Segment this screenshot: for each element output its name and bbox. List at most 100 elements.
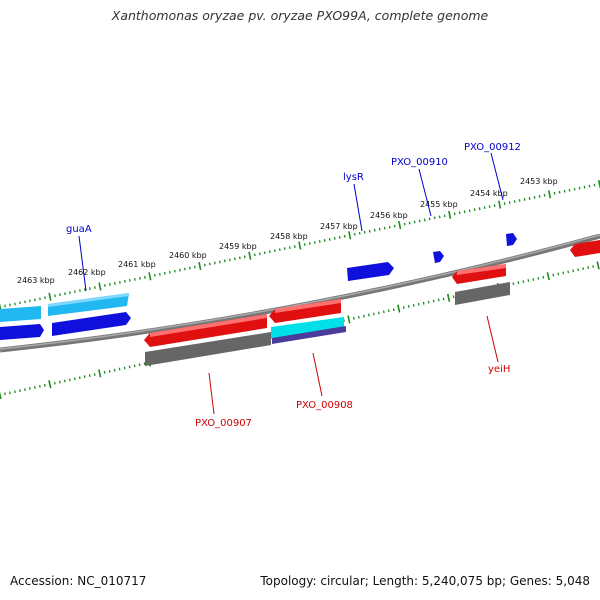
gene-arrow-cyan[interactable]	[271, 317, 344, 339]
minor-tick	[443, 214, 446, 218]
minor-tick	[223, 259, 226, 263]
gene-arrow-grey-under-PXO_00907	[145, 332, 271, 366]
scale-label: 2455 kbp	[420, 200, 458, 209]
minor-tick	[63, 379, 66, 383]
minor-tick	[119, 281, 121, 284]
minor-tick	[543, 193, 546, 197]
scale-label: 2461 kbp	[118, 260, 156, 269]
minor-tick	[124, 279, 126, 283]
major-tick	[398, 220, 402, 230]
major-tick	[348, 231, 352, 240]
minor-tick	[123, 366, 126, 370]
major-tick	[148, 272, 152, 281]
minor-tick	[38, 384, 41, 388]
minor-tick	[427, 300, 430, 304]
minor-tick	[84, 288, 86, 291]
gene-arrow-lightblue-left[interactable]	[0, 306, 41, 322]
minor-tick	[542, 275, 545, 279]
minor-tick	[69, 291, 71, 295]
minor-tick	[128, 365, 131, 369]
minor-tick	[377, 311, 380, 315]
major-tick	[48, 292, 52, 301]
minor-tick	[28, 387, 31, 390]
minor-tick	[208, 262, 211, 266]
minor-tick	[488, 205, 491, 209]
scale-label: 2454 kbp	[470, 189, 508, 198]
minor-tick	[392, 308, 395, 312]
minor-tick	[318, 240, 321, 243]
minor-tick	[79, 289, 81, 293]
gene-arrow-red-right-edge[interactable]	[570, 240, 600, 257]
minor-tick	[352, 316, 355, 320]
minor-tick	[378, 227, 381, 231]
scale-label: 2459 kbp	[219, 242, 257, 251]
minor-tick	[24, 388, 26, 392]
leader-guaA	[78, 235, 87, 292]
leader-PXO_00910	[418, 168, 432, 217]
minor-tick	[308, 242, 311, 245]
minor-tick	[408, 221, 411, 225]
minor-tick	[183, 267, 186, 271]
gene-arrow-lysR[interactable]	[347, 262, 394, 281]
scale-label: 2457 kbp	[320, 222, 358, 231]
minor-tick	[518, 199, 521, 202]
minor-tick	[463, 210, 466, 214]
minor-tick	[493, 204, 496, 208]
major-tick	[48, 380, 52, 389]
scale-label: 2462 kbp	[68, 268, 106, 277]
gene-arrow-blue-left[interactable]	[0, 324, 44, 340]
minor-tick	[58, 380, 61, 384]
minor-tick	[578, 186, 581, 190]
minor-tick	[452, 295, 455, 299]
minor-tick	[358, 231, 361, 235]
minor-tick	[9, 303, 11, 307]
minor-tick	[503, 202, 506, 205]
minor-tick	[553, 191, 556, 195]
gene-label-PXO_00908[interactable]: PXO_00908	[296, 400, 353, 411]
major-tick	[198, 261, 202, 271]
minor-tick	[453, 212, 456, 216]
minor-tick	[118, 367, 121, 371]
major-tick	[546, 272, 550, 281]
minor-tick	[93, 373, 96, 376]
minor-tick	[338, 235, 341, 239]
minor-tick	[558, 190, 561, 194]
minor-tick	[114, 282, 116, 285]
minor-tick	[288, 246, 291, 250]
minor-tick	[233, 257, 236, 261]
gene-label-PXO_00907[interactable]: PXO_00907	[195, 418, 252, 429]
minor-tick	[89, 287, 91, 290]
minor-tick	[173, 269, 176, 273]
minor-tick	[4, 304, 6, 308]
minor-tick	[562, 271, 565, 275]
minor-tick	[218, 260, 221, 264]
minor-tick	[64, 292, 66, 296]
gene-label-guaA[interactable]: guaA	[66, 224, 92, 235]
minor-tick	[468, 209, 471, 213]
minor-tick	[53, 381, 56, 385]
minor-tick	[108, 369, 111, 373]
minor-tick	[59, 293, 61, 297]
minor-tick	[168, 270, 171, 274]
gene-label-yeiH[interactable]: yeiH	[488, 364, 510, 375]
gene-arrow-PXO_00910[interactable]	[433, 251, 444, 263]
minor-tick	[43, 383, 46, 387]
accession-label: Accession: NC_010717	[10, 574, 147, 588]
minor-tick	[293, 245, 296, 248]
minor-tick	[442, 297, 445, 301]
minor-tick	[278, 248, 281, 252]
map-title: Xanthomonas oryzae pv. oryzae PXO99A, co…	[111, 8, 489, 23]
minor-tick	[74, 290, 76, 294]
minor-tick	[268, 250, 271, 254]
minor-tick	[573, 187, 576, 191]
minor-tick	[104, 284, 106, 287]
minor-tick	[188, 266, 191, 270]
gene-arrow-blue-guaA-2[interactable]	[52, 312, 131, 336]
minor-tick	[593, 183, 596, 187]
gene-label-lysR[interactable]: lysR	[343, 172, 364, 183]
gene-label-PXO_00912[interactable]: PXO_00912	[464, 142, 521, 153]
scale-label: 2456 kbp	[370, 211, 408, 220]
gene-arrow-PXO_00912[interactable]	[506, 233, 517, 246]
gene-label-PXO_00910[interactable]: PXO_00910	[391, 157, 448, 168]
